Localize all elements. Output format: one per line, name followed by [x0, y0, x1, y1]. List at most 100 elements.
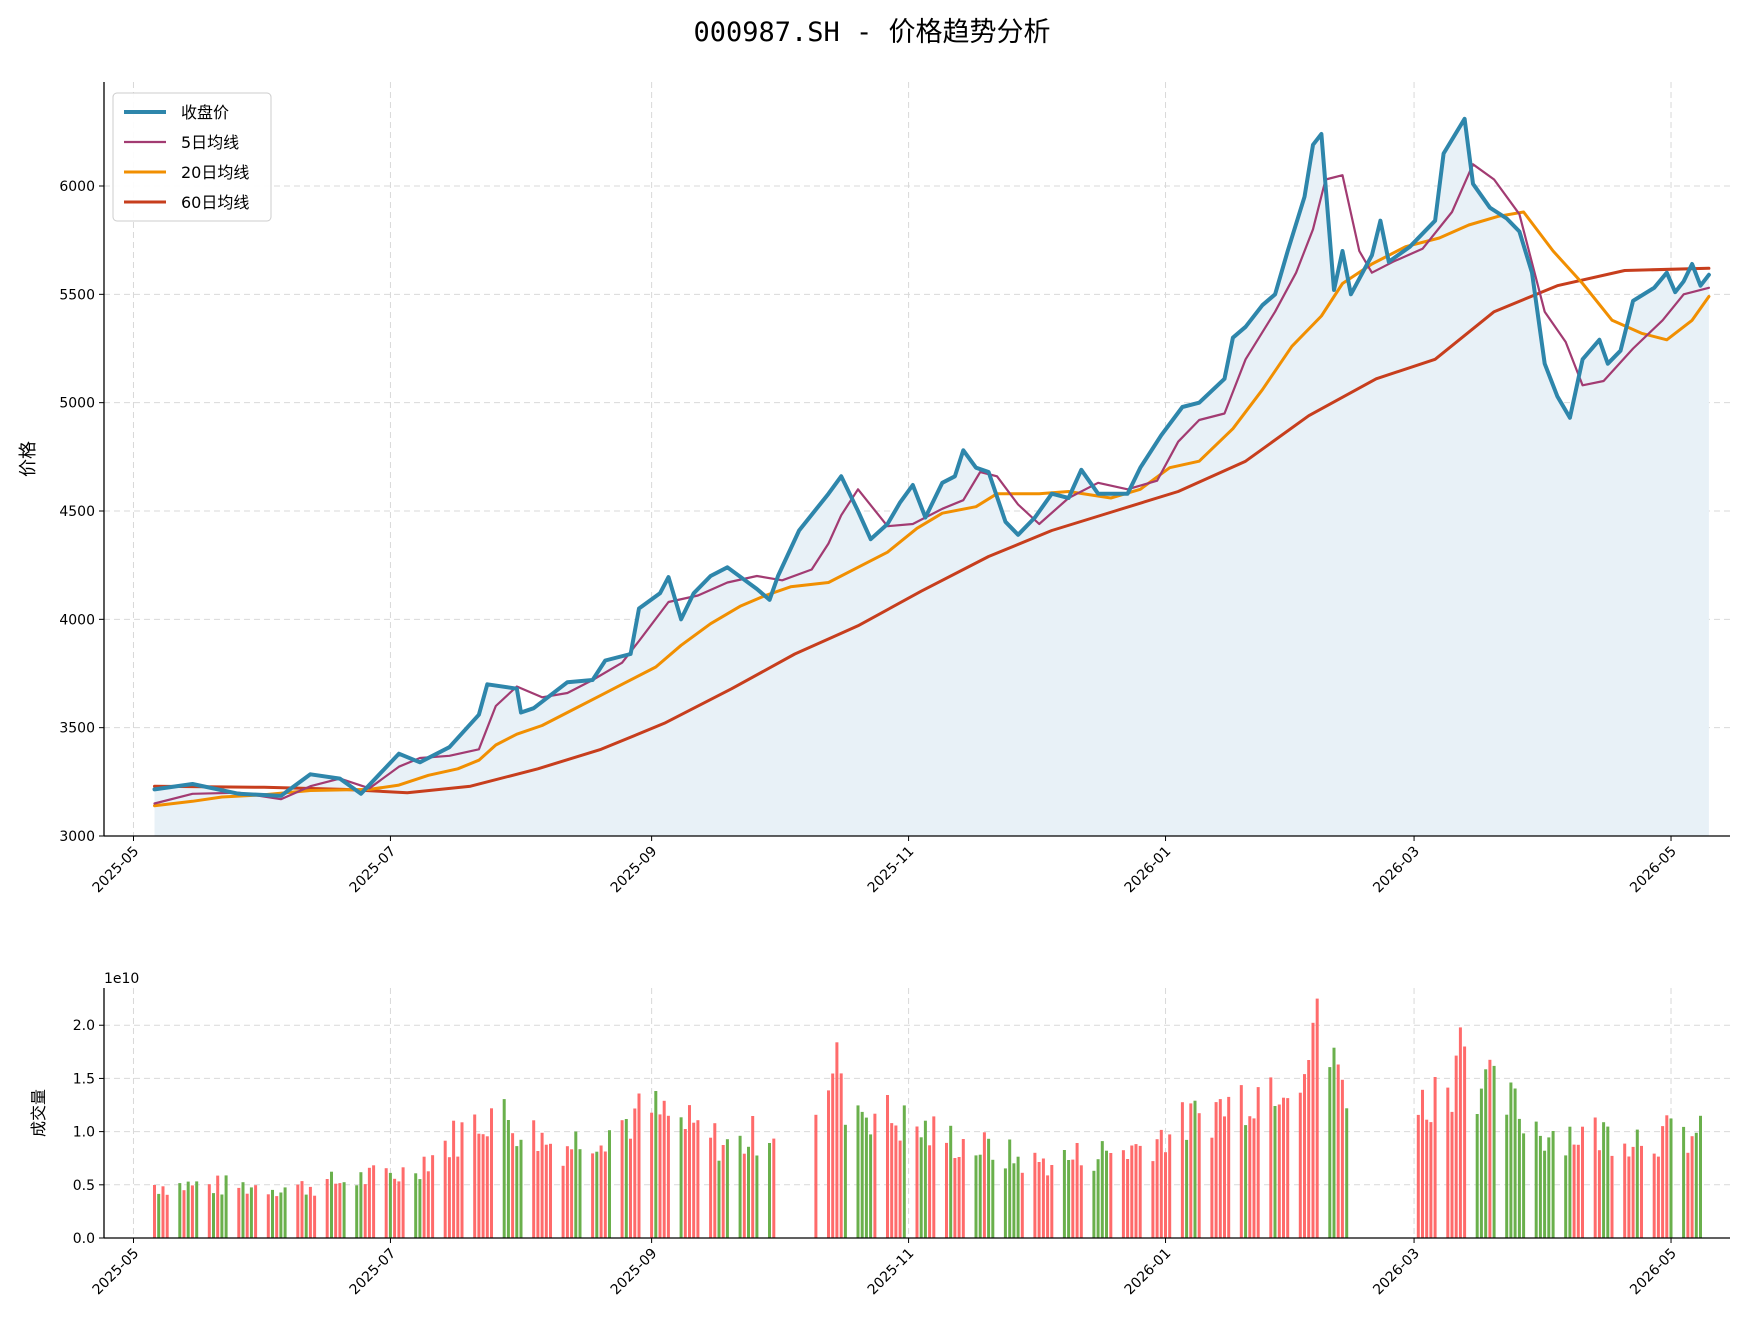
volume-bar — [515, 1146, 519, 1238]
price-y-tick-label: 3000 — [59, 829, 95, 845]
volume-bar — [928, 1145, 932, 1238]
volume-bar — [1694, 1132, 1698, 1238]
volume-bar — [1126, 1159, 1130, 1238]
volume-bar — [401, 1167, 405, 1238]
volume-bar — [1105, 1150, 1108, 1238]
volume-bar — [1050, 1165, 1054, 1238]
volume-bar — [1244, 1125, 1248, 1238]
volume-bar — [1543, 1150, 1547, 1238]
volume-bar — [1079, 1165, 1083, 1238]
volume-bar — [658, 1114, 662, 1238]
volume-bar — [696, 1120, 700, 1238]
volume-bar — [890, 1123, 894, 1238]
volume-scale-label: 1e10 — [104, 971, 139, 987]
volume-bar — [1256, 1087, 1260, 1238]
volume-bar — [363, 1184, 367, 1238]
volume-bar — [1547, 1137, 1551, 1238]
volume-bar — [768, 1143, 771, 1238]
volume-bar — [190, 1185, 194, 1238]
volume-bar — [384, 1168, 388, 1238]
volume-x-tick-label: 2025-05 — [90, 1246, 143, 1299]
volume-bar — [245, 1193, 249, 1238]
volume-bar — [961, 1139, 965, 1238]
volume-bar — [271, 1189, 274, 1238]
volume-bar — [1003, 1168, 1007, 1238]
volume-bar — [422, 1156, 426, 1238]
volume-bar — [898, 1140, 902, 1238]
volume-bar — [1012, 1163, 1016, 1238]
volume-bar — [1475, 1114, 1479, 1238]
volume-bar — [574, 1131, 578, 1238]
volume-bar — [1180, 1102, 1184, 1238]
volume-bar — [570, 1149, 574, 1238]
volume-bar — [1151, 1161, 1155, 1238]
volume-bar — [447, 1157, 451, 1238]
volume-bar — [709, 1137, 713, 1238]
volume-bar — [1328, 1067, 1332, 1238]
volume-bar — [460, 1122, 464, 1238]
volume-bar — [1282, 1097, 1285, 1238]
volume-bar — [683, 1129, 687, 1238]
volume-bar — [304, 1194, 308, 1238]
volume-bar — [1008, 1139, 1012, 1238]
volume-bar — [1248, 1116, 1252, 1238]
volume-bar — [1168, 1134, 1172, 1238]
close-price-area — [154, 118, 1709, 837]
volume-bar — [835, 1042, 839, 1238]
volume-bar — [1623, 1143, 1627, 1238]
volume-bar — [1652, 1153, 1656, 1238]
volume-bar — [300, 1181, 304, 1238]
volume-bar — [578, 1149, 582, 1238]
volume-bar — [1273, 1106, 1277, 1238]
volume-bar — [827, 1090, 830, 1238]
volume-bar — [1610, 1155, 1614, 1238]
ma60-line — [153, 266, 1711, 795]
volume-bar — [1020, 1172, 1024, 1238]
volume-bar — [1016, 1156, 1020, 1238]
volume-bar — [477, 1133, 481, 1238]
volume-bar — [957, 1157, 961, 1238]
volume-bar — [1416, 1114, 1420, 1238]
volume-bar — [915, 1126, 919, 1238]
price-y-axis-title: 价格 — [18, 441, 39, 477]
volume-bar — [873, 1113, 877, 1238]
volume-bar — [249, 1187, 253, 1238]
volume-bar — [982, 1132, 986, 1238]
volume-bar — [157, 1193, 161, 1238]
volume-bar — [814, 1114, 818, 1238]
volume-bar — [1593, 1117, 1597, 1238]
volume-bar — [633, 1108, 637, 1238]
volume-bar — [650, 1112, 654, 1238]
volume-chart: 0.0 0.5 1.0 1.5 2.0 1e10 2025-05 2025-07 2025-09… — [29, 971, 1730, 1298]
close-price-line — [152, 116, 1711, 798]
legend-label-ma60-line: 60日均线 — [181, 193, 249, 212]
volume-bar — [536, 1151, 540, 1238]
price-x-tick-label: 2025-09 — [608, 844, 661, 897]
volume-bar — [485, 1136, 489, 1238]
volume-bar — [283, 1187, 287, 1238]
volume-bar — [1572, 1144, 1576, 1238]
volume-bar — [1286, 1098, 1290, 1238]
volume-bar — [296, 1184, 300, 1238]
volume-bar — [772, 1138, 776, 1238]
volume-bar — [481, 1134, 485, 1238]
volume-bar — [1214, 1102, 1218, 1238]
volume-bar — [1682, 1126, 1686, 1238]
volume-bar — [608, 1130, 611, 1238]
volume-bar — [207, 1184, 211, 1238]
price-y-tick-label: 5500 — [59, 287, 95, 303]
price-y-tick-label: 4000 — [59, 612, 95, 628]
volume-bar — [1159, 1129, 1163, 1238]
volume-bar — [330, 1171, 333, 1238]
volume-bar — [1492, 1065, 1496, 1238]
volume-y-axis-title: 成交量 — [29, 1089, 48, 1137]
volume-bar — [1033, 1152, 1037, 1238]
volume-bar — [1134, 1144, 1138, 1238]
volume-bar — [237, 1187, 241, 1238]
volume-bar — [1046, 1175, 1050, 1238]
volume-bar — [1071, 1159, 1075, 1238]
volume-bar — [974, 1155, 978, 1238]
volume-bar — [1298, 1092, 1302, 1238]
volume-bar — [443, 1140, 447, 1238]
volume-bar — [894, 1125, 898, 1238]
